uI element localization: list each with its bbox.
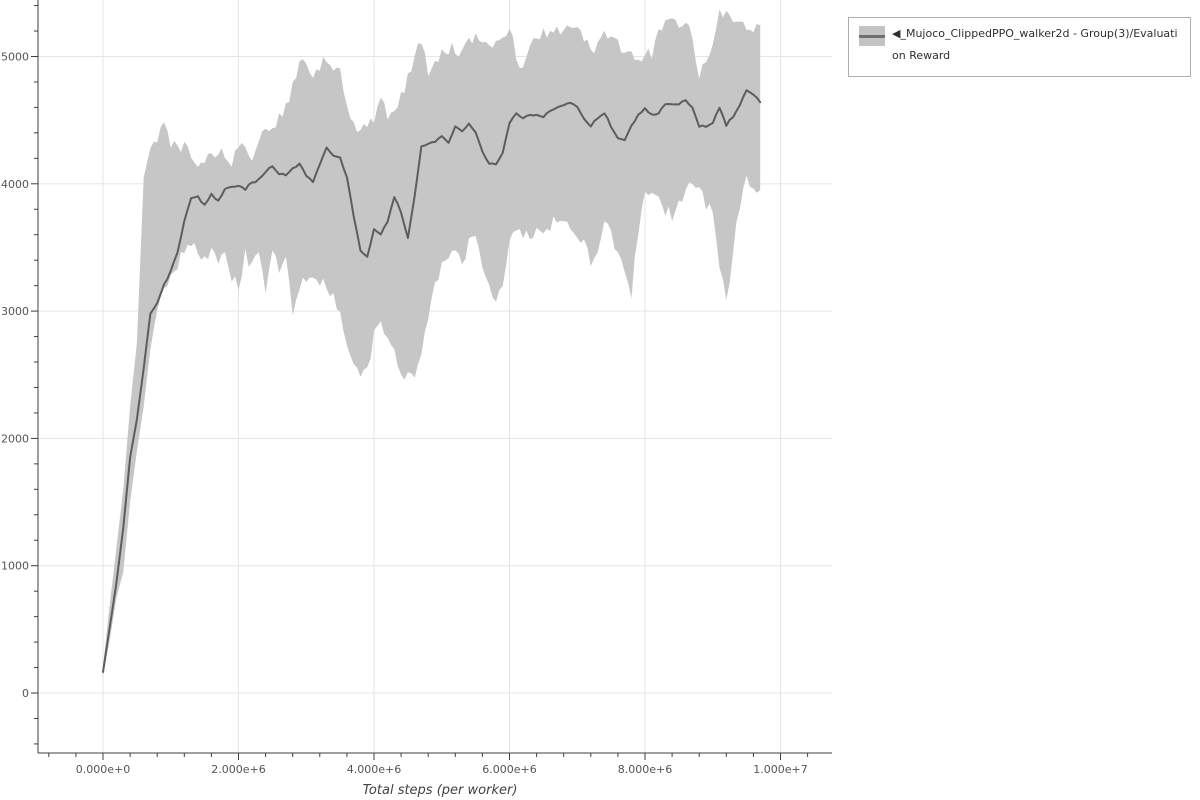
y-tick-label: 3000 — [1, 305, 29, 318]
tick-marks — [31, 5, 809, 760]
x-tick-label: 0.000e+0 — [76, 763, 130, 776]
y-tick-label: 5000 — [1, 51, 29, 64]
y-tick-label: 4000 — [1, 178, 29, 191]
x-axis-title: Total steps (per worker) — [363, 783, 518, 798]
x-tick-label: 8.000e+6 — [618, 763, 672, 776]
legend[interactable]: ◀_Mujoco_ClippedPPO_walker2d - Group(3)/… — [848, 17, 1191, 77]
x-tick-label: 2.000e+6 — [211, 763, 265, 776]
confidence-band — [103, 9, 761, 677]
y-tick-label: 2000 — [1, 432, 29, 445]
y-tick-label: 1000 — [1, 560, 29, 573]
y-tick-labels: 0 1000 2000 3000 4000 5000 — [1, 51, 29, 701]
legend-label: ◀_Mujoco_ClippedPPO_walker2d - Group(3)/… — [892, 27, 1178, 62]
mean-line — [102, 89, 762, 673]
x-tick-label: 4.000e+6 — [347, 763, 401, 776]
x-tick-label: 1.000e+7 — [753, 763, 807, 776]
x-axis-title-text: Total steps (per worker) — [363, 783, 518, 798]
x-tick-labels: 0.000e+0 2.000e+6 4.000e+6 6.000e+6 8.000e+6… — [76, 763, 808, 776]
x-tick-label: 6.000e+6 — [482, 763, 536, 776]
legend-line-swatch-icon — [859, 34, 885, 38]
y-tick-label: 0 — [22, 687, 29, 700]
legend-band-swatch-icon — [859, 26, 885, 46]
